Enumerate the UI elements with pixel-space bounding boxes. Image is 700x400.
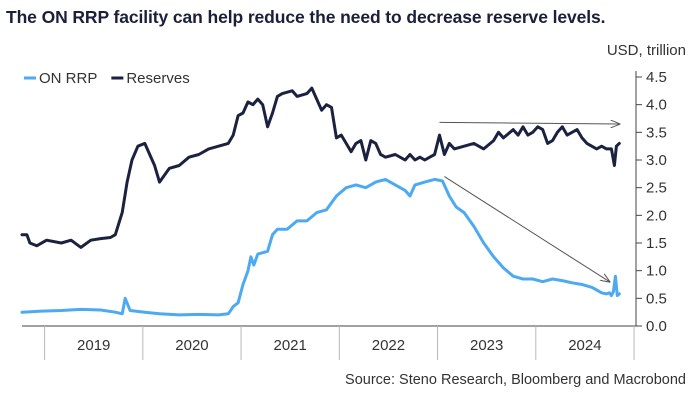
y-tick-label: 4.0 <box>646 97 667 114</box>
y-tick-label: 4.5 <box>646 69 667 86</box>
y-tick-label: 2.5 <box>646 180 667 197</box>
y-tick-label: 1.5 <box>646 235 667 252</box>
y-tick-label: 0.0 <box>646 318 667 335</box>
x-tick-label: 2023 <box>470 337 503 354</box>
annotation-layer <box>439 122 620 282</box>
x-tick-label: 2022 <box>372 337 405 354</box>
annotation-arrow-2 <box>444 176 609 282</box>
y-axis: 0.0 0.5 1.0 1.5 2.0 2.5 3.0 3.5 4.0 4.5 <box>635 69 667 335</box>
x-tick-label: 2020 <box>175 337 208 354</box>
source-note: Source: Steno Research, Bloomberg and Ma… <box>345 372 686 388</box>
y-tick-label: 2.0 <box>646 207 667 224</box>
y-tick-label: 3.5 <box>646 124 667 141</box>
legend-label-on-rrp: ON RRP <box>39 70 97 87</box>
series-line-reserves <box>20 86 621 249</box>
annotation-arrow-1 <box>439 122 620 124</box>
legend-label-reserves: Reserves <box>126 70 189 87</box>
series-line-on-rrp <box>20 177 621 317</box>
x-axis: 2019 2020 2021 2022 2023 2024 <box>22 325 636 360</box>
series-layer <box>20 86 621 317</box>
chart-legend: ON RRP Reserves <box>24 70 190 87</box>
y-tick-label: 1.0 <box>646 263 667 280</box>
x-tick-label: 2019 <box>77 337 110 354</box>
x-tick-label: 2024 <box>568 337 601 354</box>
chart-title: The ON RRP facility can help reduce the … <box>6 7 606 27</box>
x-tick-label: 2021 <box>274 337 307 354</box>
y-tick-label: 0.5 <box>646 290 667 307</box>
y-tick-label: 3.0 <box>646 152 667 169</box>
y-axis-unit-label: USD, trillion <box>606 42 686 59</box>
